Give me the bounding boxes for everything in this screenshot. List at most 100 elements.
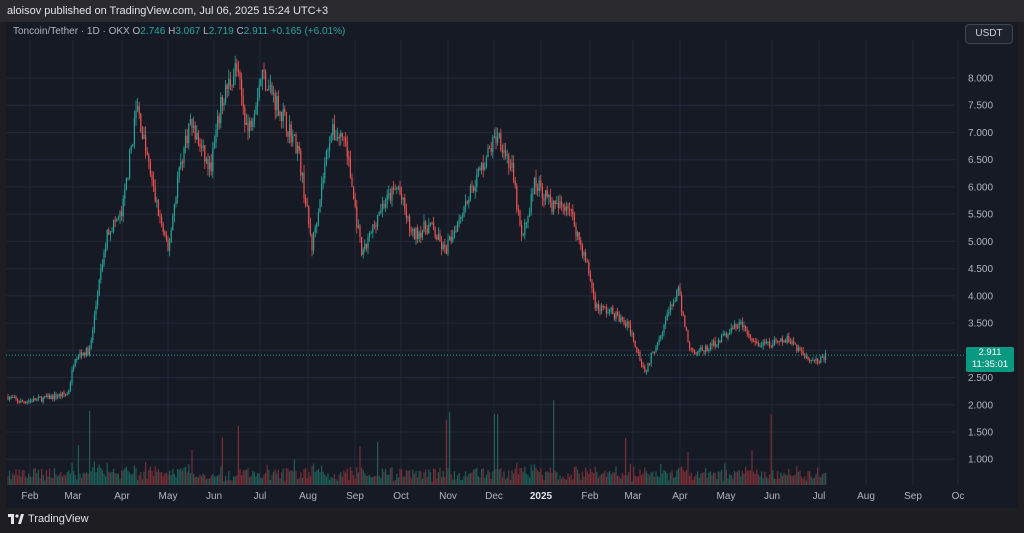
candle-body xyxy=(375,225,377,227)
volume-bar xyxy=(436,478,438,485)
candle-body xyxy=(809,359,811,361)
candle-body xyxy=(284,109,286,113)
candle-body xyxy=(281,111,283,122)
candle-body xyxy=(157,200,159,217)
candle-body xyxy=(65,394,67,396)
y-tick-label: 7.500 xyxy=(968,101,993,112)
volume-bar xyxy=(666,472,668,485)
candle-body xyxy=(87,347,89,356)
candle-body xyxy=(165,235,167,240)
candle-body xyxy=(450,236,452,242)
volume-bar xyxy=(409,469,411,485)
candle-body xyxy=(604,306,606,308)
volume-bar xyxy=(263,474,265,485)
volume-bar xyxy=(775,478,777,485)
volume-bar xyxy=(404,476,406,485)
candle-body xyxy=(525,222,527,224)
candle-body xyxy=(436,237,438,240)
candle-body xyxy=(359,225,361,237)
volume-bar xyxy=(540,468,542,485)
candle-body xyxy=(797,347,799,351)
volume-bar xyxy=(74,474,76,485)
candle-body xyxy=(77,356,79,359)
candle-body xyxy=(12,396,14,398)
candle-body xyxy=(773,339,775,344)
candle-body xyxy=(239,71,241,80)
volume-bar xyxy=(234,476,236,485)
candle-body xyxy=(553,200,555,212)
volume-bar xyxy=(105,476,107,485)
candle-body xyxy=(548,194,550,197)
candle-body xyxy=(45,395,47,398)
candle-body xyxy=(253,114,255,122)
volume-bar xyxy=(231,480,233,485)
candle-body xyxy=(425,221,427,230)
y-tick-label: 8.000 xyxy=(968,74,993,85)
candle-body xyxy=(761,345,763,347)
volume-bar xyxy=(391,467,393,485)
candle-body xyxy=(175,197,177,205)
volume-bar xyxy=(511,470,513,485)
y-tick-label: 5.000 xyxy=(968,237,993,248)
volume-bar xyxy=(725,469,727,485)
candle-body xyxy=(63,392,65,395)
volume-bar xyxy=(673,477,675,485)
chart-pane[interactable] xyxy=(6,22,1018,508)
currency-button[interactable]: USDT xyxy=(965,24,1013,44)
volume-bar xyxy=(17,475,19,485)
volume-bar xyxy=(521,468,523,485)
candle-body xyxy=(441,241,443,250)
volume-bar xyxy=(279,478,281,485)
y-tick-label: 4.500 xyxy=(968,264,993,275)
candle-body xyxy=(125,178,127,190)
volume-bar xyxy=(425,469,427,485)
candle-body xyxy=(210,162,212,172)
volume-bar xyxy=(117,473,119,485)
candle-body xyxy=(514,180,516,186)
candle-body xyxy=(617,312,619,315)
y-tick-label: 5.500 xyxy=(968,210,993,221)
candle-body xyxy=(621,317,623,320)
volume-bar xyxy=(777,470,779,485)
candle-body xyxy=(641,360,643,366)
volume-bar xyxy=(741,470,743,485)
volume-bar xyxy=(799,470,801,485)
volume-bar xyxy=(338,474,340,485)
volume-bar xyxy=(420,471,422,485)
candle-body xyxy=(769,341,771,346)
candle-body xyxy=(233,75,235,86)
candle-body xyxy=(665,320,667,325)
candle-body xyxy=(396,187,398,190)
volume-bar xyxy=(337,480,339,485)
volume-bar xyxy=(39,478,41,485)
high-value: 3.067 xyxy=(175,26,201,37)
candle-body xyxy=(620,317,622,322)
tradingview-logo[interactable]: TradingView xyxy=(8,513,89,525)
volume-bar xyxy=(740,476,742,485)
volume-bar xyxy=(546,471,548,485)
volume-bar xyxy=(471,472,473,485)
candle-body xyxy=(660,336,662,339)
volume-bar xyxy=(618,476,620,485)
candle-body xyxy=(644,367,646,372)
candle-body xyxy=(308,206,310,224)
candle-body xyxy=(767,341,769,343)
volume-bar xyxy=(753,471,755,485)
volume-bar xyxy=(484,477,486,485)
candle-body xyxy=(154,186,156,202)
volume-bar xyxy=(570,474,572,485)
x-tick-label: Apr xyxy=(672,491,688,502)
candle-body xyxy=(573,214,575,227)
candle-body xyxy=(173,204,175,217)
candle-body xyxy=(417,227,419,240)
candle-body xyxy=(466,201,468,204)
candle-body xyxy=(666,313,668,321)
candle-body xyxy=(505,150,507,157)
volume-bar xyxy=(175,477,177,485)
candle-body xyxy=(305,198,307,205)
volume-bar xyxy=(661,473,663,485)
candle-body xyxy=(522,235,524,237)
volume-bar xyxy=(44,480,46,485)
volume-bar xyxy=(500,468,502,485)
